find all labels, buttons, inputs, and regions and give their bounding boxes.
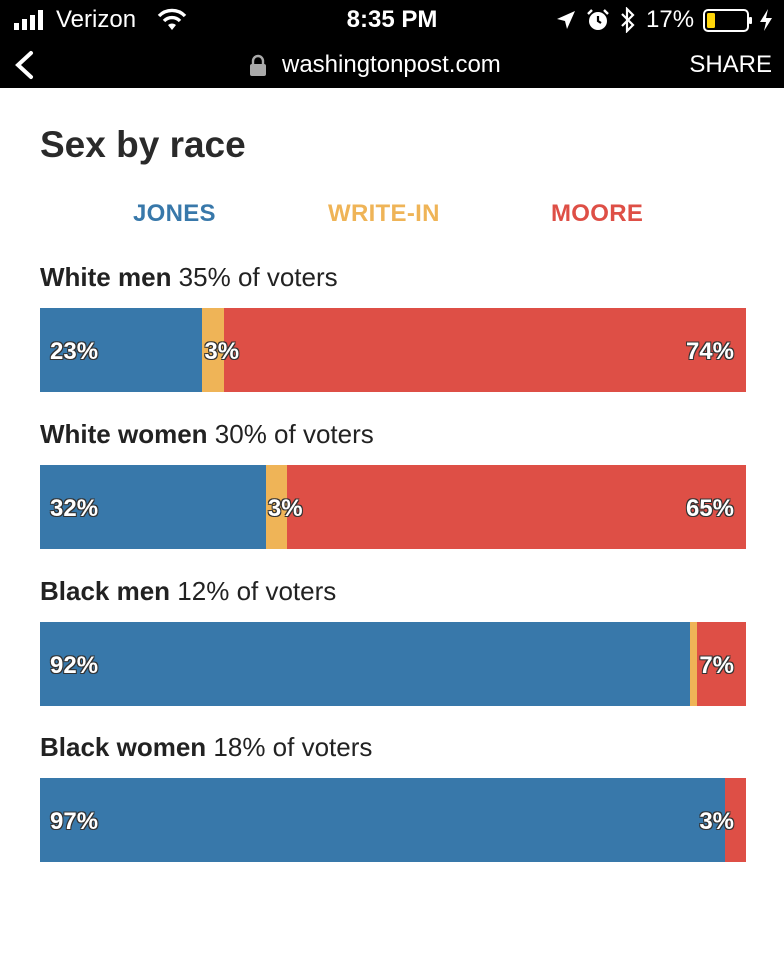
bar-segment	[40, 465, 266, 549]
chart-legend: JONES WRITE-IN MOORE	[40, 200, 746, 232]
bluetooth-icon	[621, 7, 635, 33]
carrier-name: Verizon	[56, 6, 137, 33]
lock-icon	[250, 54, 266, 76]
category-label: White men 35% of voters	[40, 262, 746, 293]
stacked-bar: 32% 3% 65%	[40, 465, 746, 549]
category-name: Black women	[40, 732, 207, 762]
category-label: White women 30% of voters	[40, 419, 746, 450]
bar-group: Black men 12% of voters 92% 7%	[40, 576, 746, 706]
legend-item-moore: MOORE	[551, 200, 644, 227]
share-button[interactable]: SHARE	[689, 51, 772, 78]
bar-group: White men 35% of voters 23% 3% 74%	[40, 262, 746, 392]
category-label: Black women 18% of voters	[40, 732, 746, 763]
bar-group: Black women 18% of voters 97% 3%	[40, 732, 746, 862]
data-label: 32%	[50, 495, 99, 522]
data-label: 3%	[267, 495, 303, 522]
data-label: 23%	[50, 338, 99, 365]
battery-percent: 17%	[646, 6, 695, 33]
bar-segment	[724, 778, 746, 862]
bar-segment	[40, 778, 725, 862]
status-bar: Verizon 8:35 PM 17%	[0, 0, 784, 42]
charging-bolt-icon	[760, 9, 772, 31]
data-label: 97%	[50, 808, 99, 835]
alarm-icon	[587, 9, 609, 30]
data-label: 3%	[204, 338, 240, 365]
stacked-bar: 23% 3% 74%	[40, 308, 746, 392]
bar-segment	[689, 622, 697, 706]
category-name: White women	[40, 419, 208, 449]
category-note: 30% of voters	[207, 419, 374, 449]
bar-segment	[40, 308, 203, 392]
battery-icon	[703, 9, 752, 32]
bar-segment	[223, 308, 746, 392]
chevron-left-icon[interactable]	[12, 50, 36, 80]
location-arrow-icon	[557, 11, 575, 29]
category-note: 35% of voters	[171, 262, 338, 292]
bar-segment	[287, 465, 746, 549]
legend-item-write-in: WRITE-IN	[328, 200, 440, 227]
category-note: 12% of voters	[170, 576, 337, 606]
legend-item-jones: JONES	[133, 200, 216, 227]
bar-segment	[202, 308, 224, 392]
url-text[interactable]: washingtonpost.com	[282, 51, 501, 78]
category-name: Black men	[40, 576, 171, 606]
stacked-bar: 97% 3%	[40, 778, 746, 862]
top-bar: Verizon 8:35 PM 17%	[0, 0, 784, 88]
data-label: 74%	[685, 338, 734, 365]
bar-segment	[696, 622, 746, 706]
data-label: 7%	[699, 652, 734, 679]
category-label: Black men 12% of voters	[40, 576, 746, 607]
bar-segment	[40, 622, 690, 706]
bar-segment	[265, 465, 288, 549]
wifi-icon	[157, 8, 187, 30]
status-time: 8:35 PM	[346, 6, 438, 33]
browser-url-bar: washingtonpost.com SHARE	[0, 42, 784, 88]
bar-group: White women 30% of voters 32% 3% 65%	[40, 419, 746, 549]
category-note: 18% of voters	[206, 732, 373, 762]
data-label: 65%	[685, 495, 734, 522]
category-name: White men	[40, 262, 172, 292]
data-label: 3%	[699, 808, 734, 835]
signal-icon	[14, 10, 43, 30]
data-label: 92%	[50, 652, 99, 679]
stacked-bar: 92% 7%	[40, 622, 746, 706]
chart-title: Sex by race	[40, 124, 246, 165]
